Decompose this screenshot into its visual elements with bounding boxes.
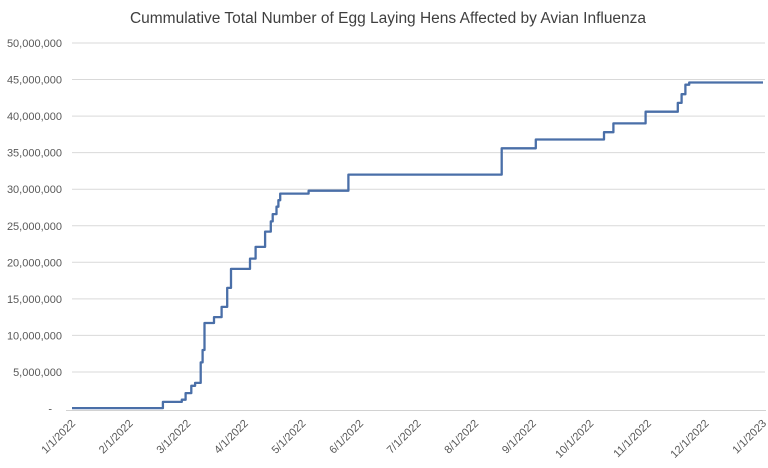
y-axis-tick-label: 45,000,000 [7,75,62,87]
y-axis-tick-label: 5,000,000 [13,367,62,379]
y-axis-tick-label: 30,000,000 [7,184,62,196]
y-axis-labels: - 5,000,000 10,000,000 15,000,000 20,000,000… [7,38,62,416]
y-axis-tick-label: 20,000,000 [7,257,62,269]
y-axis-tick-label: 25,000,000 [7,221,62,233]
y-axis-tick-label: - [48,404,52,416]
y-axis-tick-label: 50,000,000 [7,38,62,50]
y-axis-tick-label: 15,000,000 [7,294,62,306]
series-line [72,81,763,410]
y-axis-tick-label: 35,000,000 [7,148,62,160]
gridlines [72,42,765,373]
y-axis-tick-label: 40,000,000 [7,111,62,123]
chart-title: Cummulative Total Number of Egg Laying H… [130,10,646,27]
y-axis-tick-label: 10,000,000 [7,330,62,342]
